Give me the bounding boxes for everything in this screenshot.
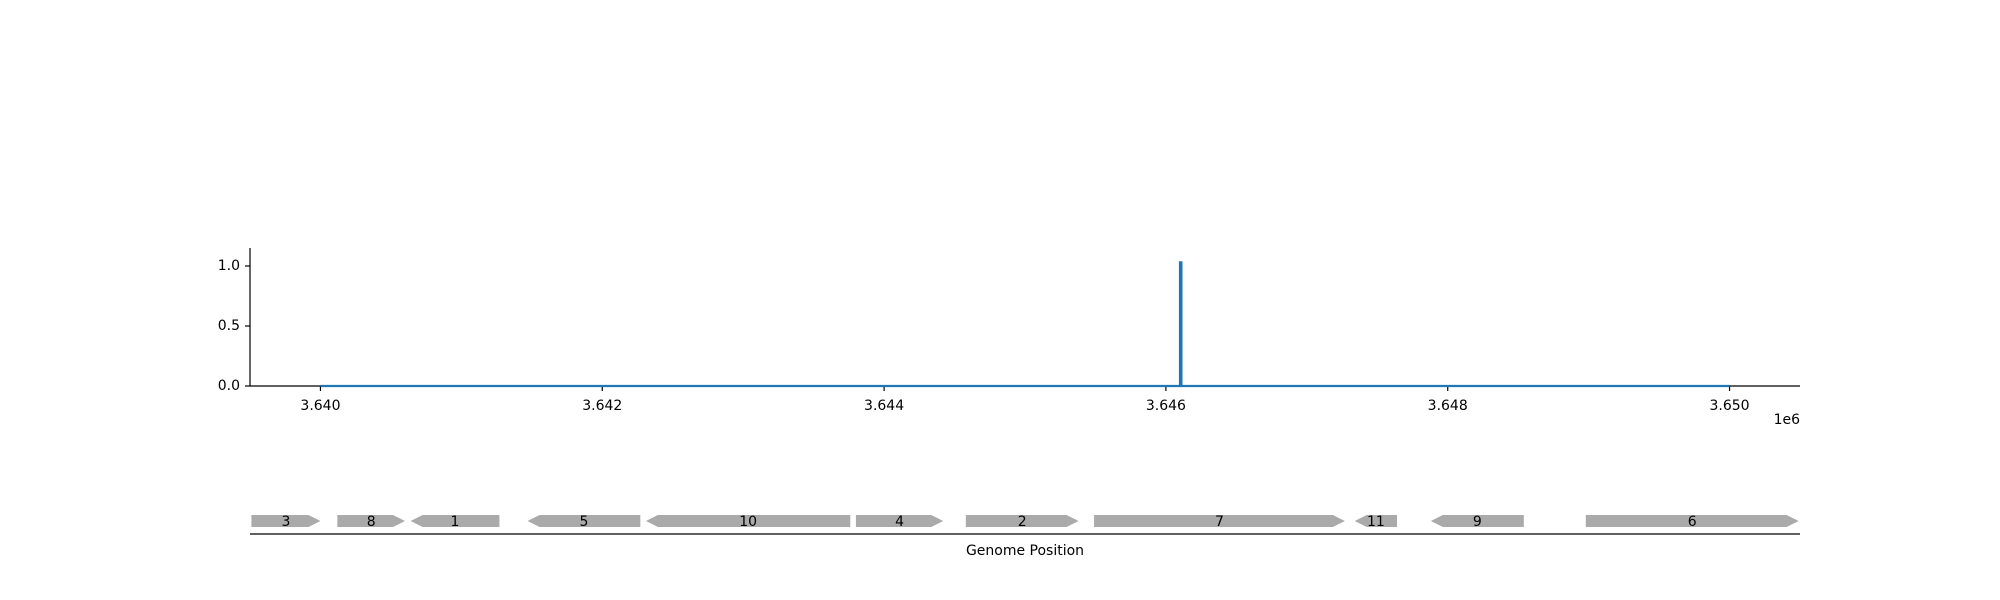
gene-arrow	[645, 515, 851, 527]
x-offset-text: 1e6	[1774, 412, 1801, 428]
x-tick-label: 3.650	[1709, 398, 1749, 414]
coverage-line	[320, 261, 1730, 388]
series-layer	[320, 261, 1730, 388]
gene-label: 11	[1367, 514, 1385, 530]
gene-arrow	[965, 515, 1079, 527]
y-tick-label: 0.5	[218, 318, 240, 334]
gene-label: 6	[1688, 514, 1697, 530]
x-tick-label: 3.646	[1146, 398, 1186, 414]
gene-arrow	[251, 515, 321, 527]
gene-label: 3	[281, 514, 290, 530]
gene-map: 3 8 1 5 10 4 2 7 11 9 6 Genome Position	[250, 514, 1800, 559]
gene-arrow	[410, 515, 500, 527]
y-ticks: 0.0 0.5 1.0	[218, 258, 250, 394]
gene-arrow	[1094, 515, 1345, 527]
gene-label: 10	[739, 514, 757, 530]
gene-arrow	[1354, 515, 1397, 527]
gene-arrow	[527, 515, 641, 527]
x-ticks: 3.640 3.642 3.644 3.646 3.648 3.650	[300, 386, 1750, 414]
gene-arrow	[1585, 515, 1799, 527]
x-tick-label: 3.642	[582, 398, 622, 414]
y-tick-label: 0.0	[218, 378, 240, 394]
gene-label: 5	[579, 514, 588, 530]
gene-label: 2	[1018, 514, 1027, 530]
gene-arrow	[855, 515, 944, 527]
y-tick-label: 1.0	[218, 258, 240, 274]
gene-arrow	[1430, 515, 1524, 527]
gene-label: 7	[1215, 514, 1224, 530]
coverage-plot: 0.0 0.5 1.0 3.640 3.642 3.644 3.646 3.648 3.650…	[218, 248, 1800, 428]
x-tick-label: 3.648	[1428, 398, 1468, 414]
x-tick-label: 3.644	[864, 398, 904, 414]
gene-label: 9	[1473, 514, 1482, 530]
genes-layer: 3 8 1 5 10 4 2 7 11 9 6	[251, 514, 1799, 530]
gene-label: 4	[895, 514, 904, 530]
x-tick-label: 3.640	[300, 398, 340, 414]
gene-label: 8	[367, 514, 376, 530]
gene-arrow	[337, 515, 405, 527]
gene-map-xlabel: Genome Position	[966, 543, 1084, 559]
gene-label: 1	[451, 514, 460, 530]
